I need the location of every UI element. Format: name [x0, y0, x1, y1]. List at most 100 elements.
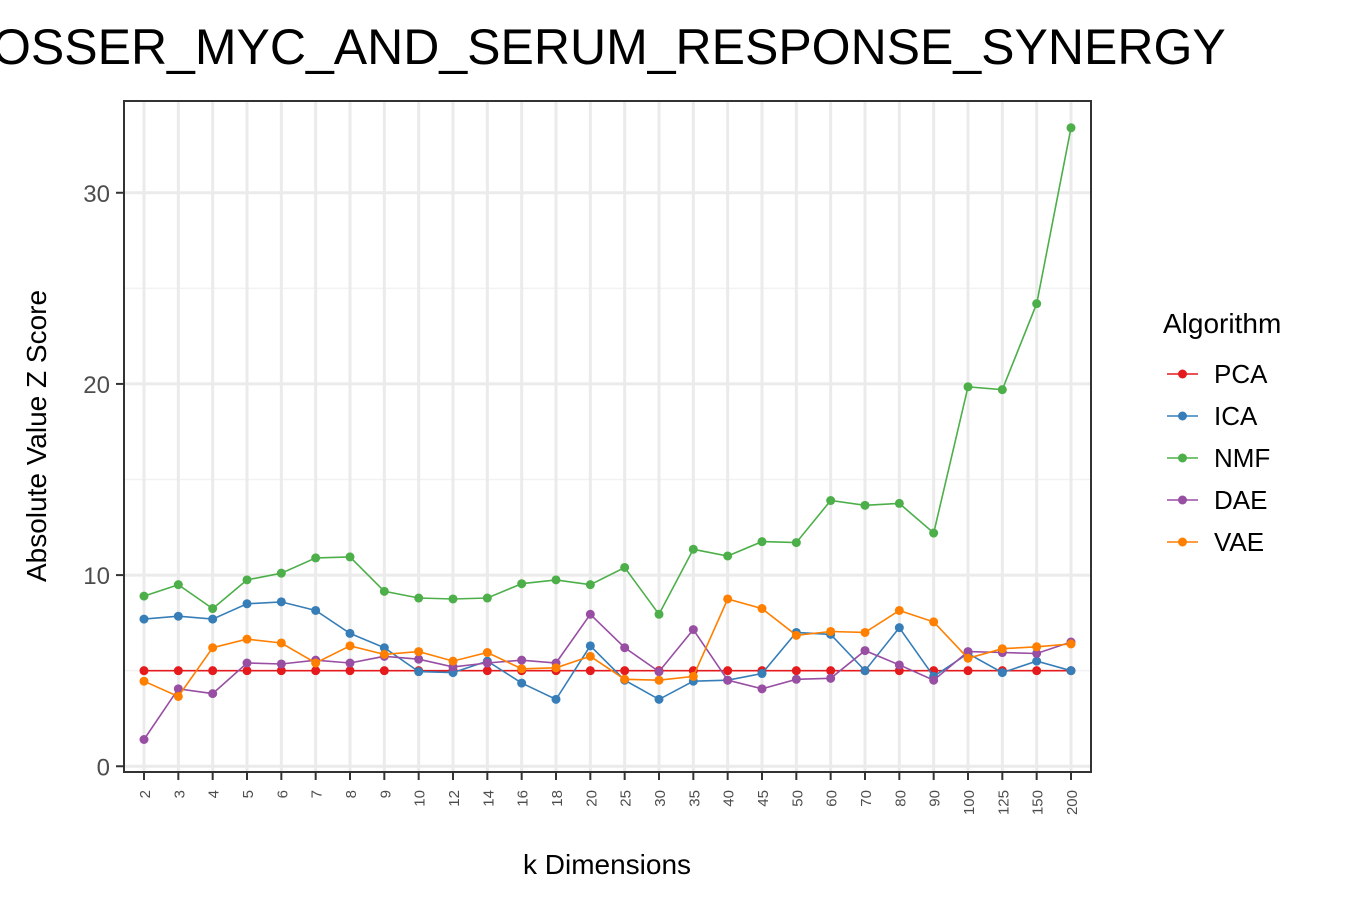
x-axis-title: k Dimensions — [523, 849, 691, 880]
data-point-dae — [482, 658, 492, 668]
legend-key-point — [1178, 495, 1187, 505]
data-point-dae — [1032, 648, 1042, 658]
x-tick-label: 7 — [309, 790, 326, 798]
data-point-nmf — [757, 537, 767, 547]
legend-key-point — [1178, 537, 1187, 547]
data-point-vae — [654, 675, 664, 685]
data-point-vae — [1032, 642, 1042, 652]
data-point-dae — [929, 675, 939, 685]
data-point-ica — [517, 678, 527, 688]
data-point-vae — [345, 641, 355, 651]
legend-label: PCA — [1214, 359, 1268, 389]
data-point-ica — [757, 669, 767, 679]
x-tick-label: 14 — [480, 790, 497, 807]
data-point-pca — [1032, 666, 1042, 676]
data-point-dae — [620, 643, 630, 653]
data-point-ica — [551, 694, 561, 704]
legend-title: Algorithm — [1163, 308, 1281, 339]
series-vae — [139, 594, 1076, 701]
data-point-dae — [963, 647, 973, 657]
data-point-dae — [345, 658, 355, 668]
data-point-nmf — [791, 538, 801, 548]
legend-item-nmf: NMF — [1167, 443, 1270, 473]
y-tick-label: 20 — [83, 372, 110, 399]
data-point-vae — [551, 663, 561, 673]
data-point-ica — [1066, 666, 1076, 676]
x-tick-label: 20 — [583, 790, 600, 807]
data-point-vae — [997, 644, 1007, 654]
x-tick-label: 16 — [515, 790, 532, 807]
x-tick-label: 3 — [171, 790, 188, 798]
data-point-ica — [242, 599, 252, 609]
data-point-dae — [757, 684, 767, 694]
legend-key-point — [1178, 369, 1187, 379]
data-point-vae — [826, 626, 836, 636]
x-tick-label: 18 — [549, 790, 566, 807]
series-layer — [139, 123, 1076, 745]
data-point-nmf — [379, 586, 389, 596]
data-point-dae — [585, 609, 595, 619]
x-tick-label: 45 — [755, 790, 772, 807]
chart-title: OSSER_MYC_AND_SERUM_RESPONSE_SYNERGY — [0, 19, 1226, 75]
legend-key-point — [1178, 411, 1187, 421]
data-point-vae — [860, 627, 870, 637]
data-point-ica — [139, 614, 149, 624]
data-point-ica — [345, 628, 355, 638]
data-point-dae — [791, 674, 801, 684]
data-point-nmf — [345, 552, 355, 562]
data-point-nmf — [311, 553, 321, 563]
legend-label: DAE — [1214, 485, 1267, 515]
data-point-ica — [997, 668, 1007, 678]
data-point-nmf — [276, 568, 286, 578]
data-point-nmf — [448, 594, 458, 604]
data-point-dae — [173, 684, 183, 694]
data-point-vae — [311, 658, 321, 668]
data-point-ica — [860, 666, 870, 676]
x-tick-label: 35 — [686, 790, 703, 807]
data-point-pca — [139, 666, 149, 676]
data-point-dae — [276, 659, 286, 669]
series-line-dae — [143, 613, 1072, 740]
data-point-pca — [208, 666, 218, 676]
legend-label: NMF — [1214, 443, 1270, 473]
data-point-ica — [276, 597, 286, 607]
data-point-nmf — [826, 496, 836, 506]
data-point-vae — [620, 674, 630, 684]
data-point-ica — [585, 641, 595, 651]
data-point-nmf — [242, 575, 252, 585]
data-point-vae — [448, 656, 458, 666]
data-point-vae — [1066, 639, 1076, 649]
x-tick-label: 80 — [892, 790, 909, 807]
x-tick-label: 125 — [995, 790, 1012, 815]
data-point-vae — [757, 604, 767, 614]
y-tick-label: 0 — [97, 754, 110, 781]
data-point-nmf — [585, 580, 595, 590]
data-point-dae — [688, 625, 698, 635]
data-point-vae — [139, 676, 149, 686]
data-point-ica — [173, 611, 183, 621]
data-point-vae — [276, 638, 286, 648]
data-point-vae — [791, 630, 801, 640]
data-point-pca — [585, 666, 595, 676]
y-axis-title: Absolute Value Z Score — [21, 290, 52, 582]
series-nmf — [139, 123, 1076, 619]
data-point-dae — [242, 658, 252, 668]
data-point-nmf — [517, 579, 527, 589]
data-point-nmf — [860, 500, 870, 510]
data-point-nmf — [551, 575, 561, 585]
data-point-ica — [379, 643, 389, 653]
legend-item-ica: ICA — [1167, 401, 1258, 431]
legend-key-point — [1178, 453, 1187, 463]
data-point-pca — [482, 666, 492, 676]
data-point-pca — [620, 666, 630, 676]
series-line-vae — [143, 598, 1072, 698]
data-point-pca — [345, 666, 355, 676]
x-tick-label: 8 — [343, 790, 360, 798]
x-tick-label: 200 — [1064, 790, 1081, 815]
series-line-nmf — [143, 127, 1072, 616]
data-point-dae — [517, 655, 527, 665]
data-point-dae — [208, 689, 218, 699]
data-point-vae — [173, 691, 183, 701]
